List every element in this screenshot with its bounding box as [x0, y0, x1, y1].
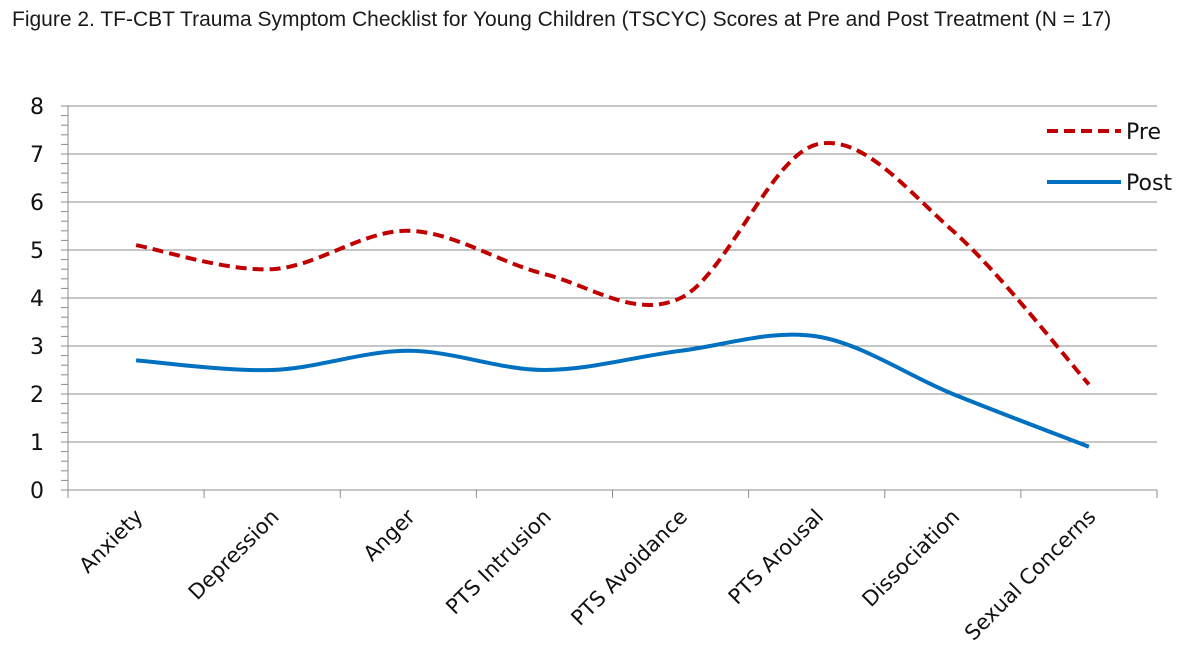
- x-tick-label: Sexual Concerns: [960, 505, 1101, 646]
- series-line-post: [135, 332, 1090, 449]
- y-tick-label: 5: [30, 239, 44, 264]
- x-tick-label: PTS Avoidance: [566, 505, 692, 631]
- x-tick-label: PTS Arousal: [724, 505, 829, 610]
- chart-title: Figure 2. TF-CBT Trauma Symptom Checklis…: [12, 8, 1112, 31]
- series-line-pre: [135, 141, 1091, 386]
- x-tick-label: Anger: [359, 504, 420, 565]
- y-tick-label: 0: [30, 479, 44, 504]
- y-tick-label: 7: [30, 143, 44, 168]
- x-tick-label: Depression: [184, 505, 284, 605]
- legend-label-post: Post: [1126, 171, 1172, 196]
- y-tick-label: 3: [30, 335, 44, 360]
- y-tick-label: 8: [30, 95, 44, 120]
- y-tick-label: 6: [30, 191, 44, 216]
- y-tick-label: 2: [30, 383, 44, 408]
- x-tick-label: Anxiety: [74, 505, 147, 578]
- legend-label-pre: Pre: [1126, 120, 1161, 145]
- x-tick-label: PTS Intrusion: [441, 505, 556, 620]
- x-tick-label: Dissociation: [857, 505, 964, 612]
- y-tick-label: 1: [30, 431, 44, 456]
- y-tick-label: 4: [30, 287, 44, 312]
